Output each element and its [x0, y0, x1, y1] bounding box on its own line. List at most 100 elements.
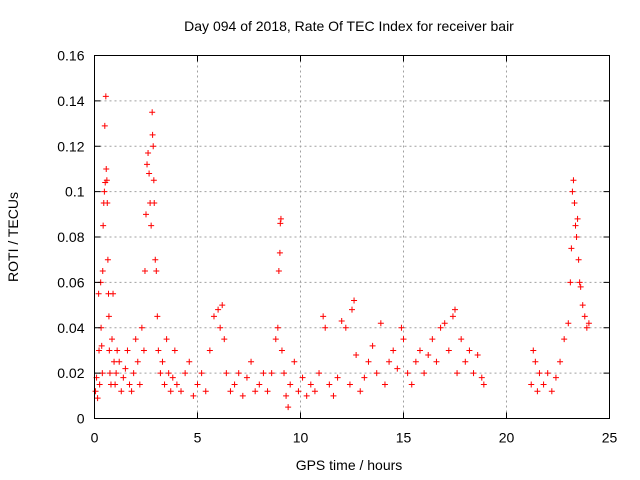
data-point: [277, 220, 284, 227]
y-tick-label: 0.12: [57, 138, 84, 154]
data-point: [150, 177, 157, 184]
data-point: [441, 320, 448, 327]
data-point: [281, 370, 288, 377]
data-point: [565, 320, 572, 327]
data-point: [215, 306, 222, 313]
data-point: [248, 358, 255, 365]
data-point: [581, 313, 588, 320]
data-point: [575, 256, 582, 263]
data-point: [202, 388, 209, 395]
data-point: [369, 342, 376, 349]
data-point: [219, 302, 226, 309]
data-point: [287, 381, 294, 388]
data-point: [361, 374, 368, 381]
data-point: [122, 365, 129, 372]
data-point: [351, 297, 358, 304]
data-point: [561, 336, 568, 343]
data-point: [311, 388, 318, 395]
data-point: [103, 177, 110, 184]
data-point: [390, 347, 397, 354]
data-point: [357, 388, 364, 395]
data-point: [138, 324, 145, 331]
data-point: [445, 347, 452, 354]
data-point: [114, 347, 121, 354]
data-point: [110, 290, 117, 297]
data-point: [275, 268, 282, 275]
data-point: [540, 381, 547, 388]
data-point: [154, 313, 161, 320]
data-point: [134, 358, 141, 365]
data-point: [96, 381, 103, 388]
data-point: [264, 388, 271, 395]
data-point: [92, 388, 99, 395]
x-tick-label: 25: [602, 430, 618, 446]
data-point: [102, 93, 109, 100]
data-point: [126, 381, 133, 388]
data-point: [404, 370, 411, 377]
data-point: [437, 324, 444, 331]
data-point: [579, 302, 586, 309]
data-point: [577, 283, 584, 290]
data-point: [365, 358, 372, 365]
data-point: [458, 336, 465, 343]
data-point: [141, 268, 148, 275]
data-point: [570, 177, 577, 184]
data-point: [152, 256, 159, 263]
axis-ticks: 0 5 10 15 20 25 0 0.02 0.04 0.06 0.08 0.1 0.12 0.14 0.…: [57, 48, 617, 446]
data-point: [198, 370, 205, 377]
y-tick-label: 0.14: [57, 93, 84, 109]
data-point: [149, 109, 156, 116]
x-tick-label: 20: [499, 430, 515, 446]
data-point: [149, 131, 156, 138]
data-point: [272, 336, 279, 343]
data-point: [452, 306, 458, 313]
data-point: [155, 347, 162, 354]
data-point: [569, 188, 576, 195]
data-point: [571, 199, 578, 206]
data-point: [173, 381, 180, 388]
data-point: [111, 358, 118, 365]
data-point: [169, 374, 176, 381]
data-point: [462, 358, 469, 365]
data-point: [130, 370, 137, 377]
data-point: [528, 381, 535, 388]
data-point: [576, 279, 583, 286]
data-point: [151, 199, 158, 206]
data-point: [231, 381, 238, 388]
x-axis-label: GPS time / hours: [296, 457, 403, 473]
y-tick-label: 0.16: [57, 48, 84, 64]
data-point: [116, 358, 123, 365]
data-point: [330, 392, 337, 399]
data-point: [394, 365, 401, 372]
data-point: [416, 347, 423, 354]
data-point: [227, 388, 234, 395]
data-point: [96, 347, 103, 354]
chart-title: Day 094 of 2018, Rate Of TEC Index for r…: [184, 18, 514, 34]
data-point: [454, 370, 461, 377]
data-point: [429, 336, 436, 343]
data-point: [99, 268, 106, 275]
data-point: [449, 313, 456, 320]
data-point: [400, 336, 407, 343]
data-point: [112, 381, 119, 388]
data-point: [583, 324, 590, 331]
data-point: [148, 222, 155, 229]
data-point: [103, 165, 110, 172]
data-point: [425, 351, 432, 358]
data-point: [165, 370, 172, 377]
data-point: [235, 370, 242, 377]
data-point: [144, 161, 151, 168]
data-point: [585, 320, 592, 327]
data-point: [206, 347, 213, 354]
data-point: [386, 358, 393, 365]
data-point: [544, 370, 551, 377]
data-point: [178, 388, 185, 395]
data-point: [182, 370, 189, 377]
data-point: [480, 381, 487, 388]
data-point: [124, 347, 131, 354]
data-point: [157, 370, 164, 377]
data-point: [295, 388, 302, 395]
data-point: [334, 374, 341, 381]
data-point: [171, 347, 178, 354]
